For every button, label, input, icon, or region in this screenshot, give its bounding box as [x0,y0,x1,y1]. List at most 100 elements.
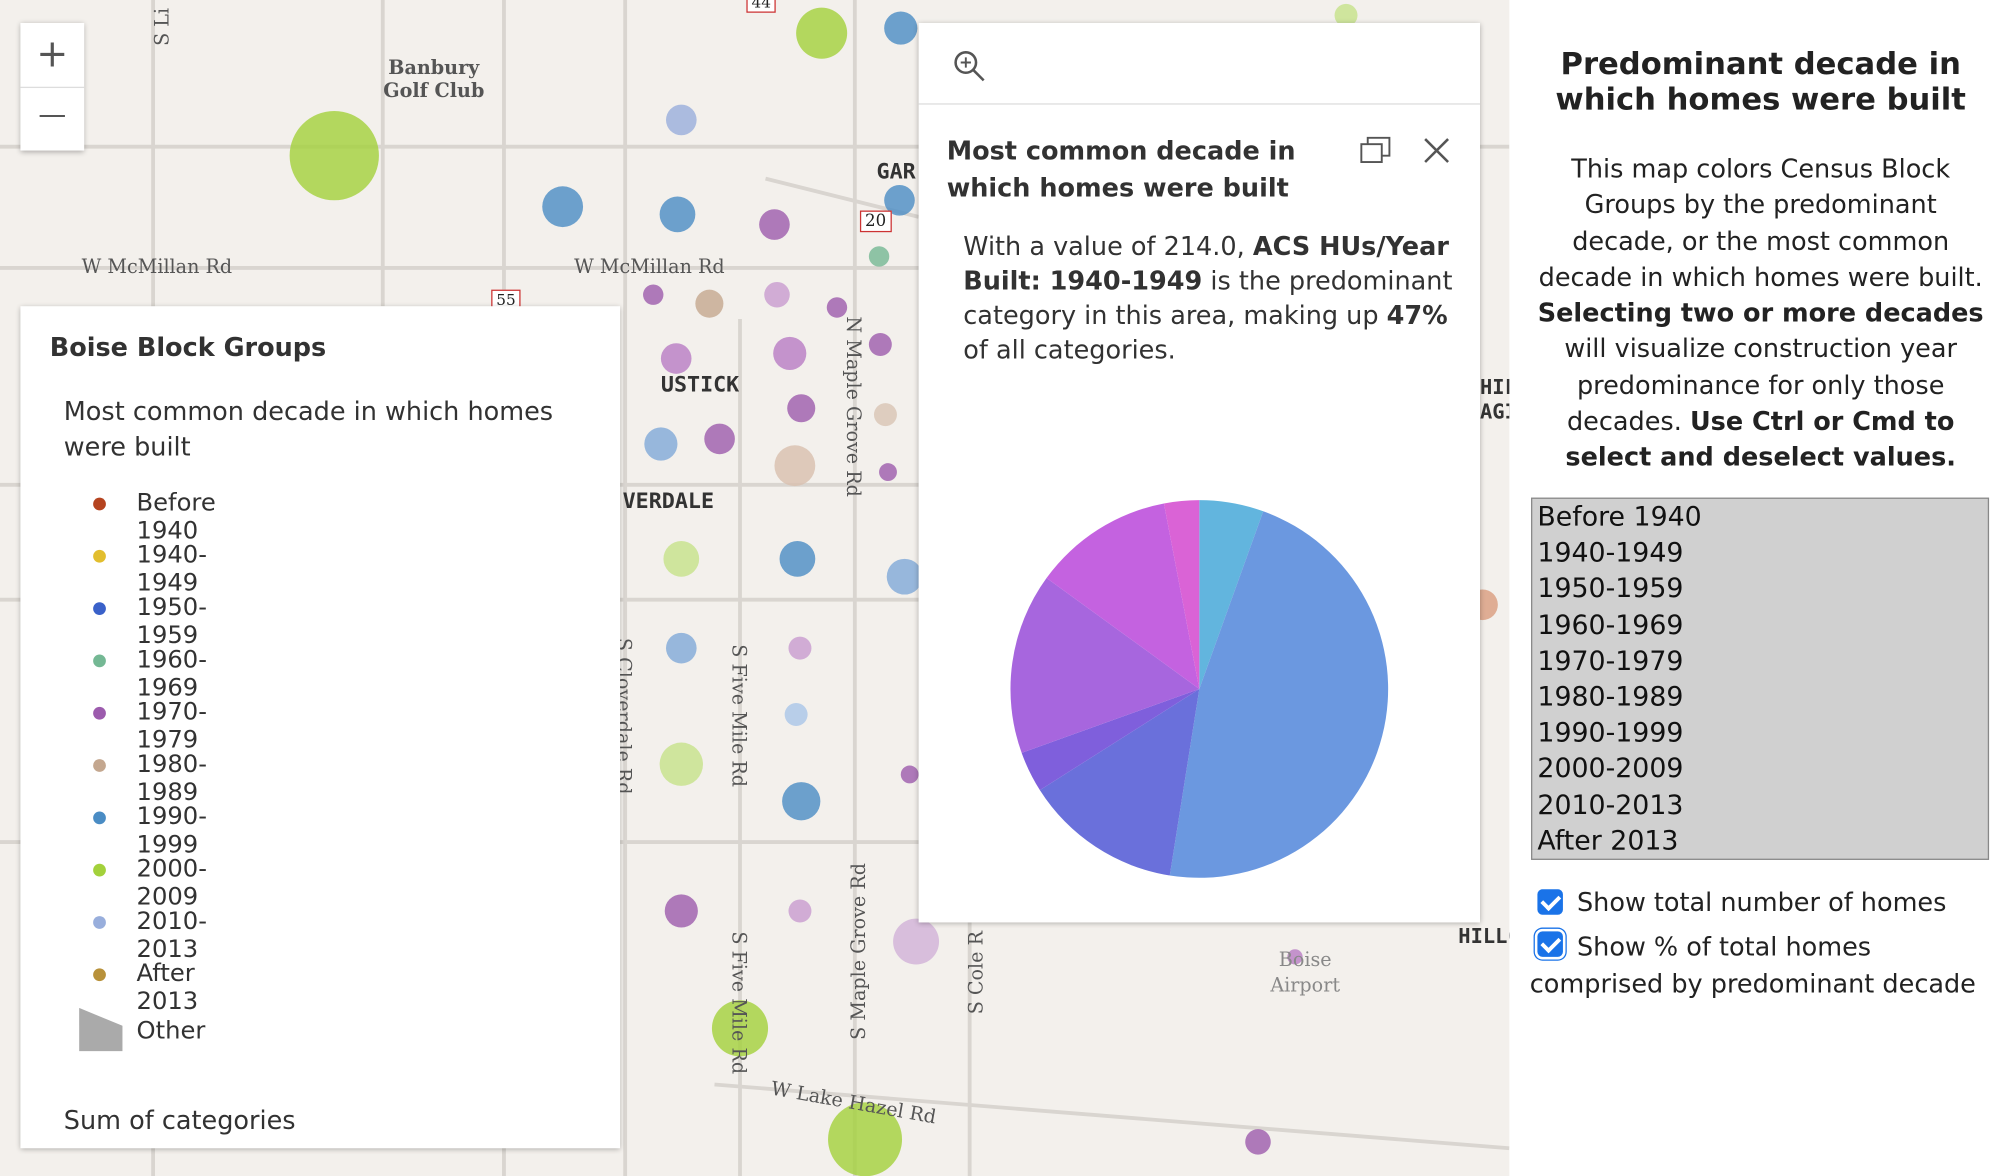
road-label: S Cole R [964,930,988,1015]
select-option[interactable]: 1970-1979 [1537,645,1684,676]
map-symbol [773,336,807,370]
popup-title: Most common decade in which homes were b… [946,135,1296,203]
map-symbol [660,343,692,374]
legend-swatch [93,706,106,720]
legend-label: 1970-1979 [136,697,207,755]
map-symbol [1287,949,1303,965]
dock-icon[interactable] [1358,133,1394,169]
map-symbol [663,540,700,577]
zoom-control: + — [20,22,85,151]
map-symbol [884,11,918,45]
legend: Boise Block Groups Most common decade in… [20,306,621,1149]
text-run: This map colors Census Block Groups by t… [1538,153,1983,293]
legend-swatch [93,863,106,877]
place-label: VERDALE [622,488,715,515]
pie-chart [1010,500,1389,878]
pie-slice [1039,688,1200,876]
zoom-out[interactable]: — [38,99,67,132]
legend-label: 1990-1999 [136,802,207,859]
legend-swatch [93,811,106,825]
map-symbol [1334,3,1358,27]
shield: 20 [859,210,892,233]
divider [918,103,1480,105]
map-symbol [659,742,703,786]
legend-label: 1980-1989 [136,750,207,807]
select-option[interactable]: 2000-2009 [1537,753,1684,784]
text-run: ACS HUs/Year Built: 1940-1949 [963,230,1449,296]
text-run: of all categories. [963,334,1176,365]
map-symbol [704,423,735,455]
text-run: 47% [1386,299,1448,331]
map-symbol [665,104,697,136]
checkbox-label[interactable]: Show total number of homes [1576,886,1947,918]
legend-label: 1950-1959 [136,593,207,650]
map-symbol [289,110,379,201]
map-symbol [711,1000,769,1057]
map-symbol [774,445,816,487]
legend-label: 2000-2009 [136,854,207,911]
side-panel: Predominant decade in which homes were b… [1509,0,1998,1176]
legend-label: 1940-1949 [136,540,207,598]
popup: Most common decade in which homes were b… [918,22,1480,923]
pie-slice [1021,688,1200,791]
map-symbol [787,394,816,423]
zoom-to-icon[interactable] [952,48,988,84]
legend-label: 2010-2013 [136,907,207,964]
decade-select[interactable]: Before 1940 1940-1949 1950-1959 1960-1969 19… [1531,497,1990,860]
map-symbol [659,196,696,233]
select-option[interactable]: 1950-1959 [1537,573,1684,604]
map-symbol [868,332,892,356]
checkbox-label[interactable]: Show % of total homes comprised by predo… [1529,931,1976,999]
legend-swatch [93,497,106,511]
legend-swatch [93,968,106,982]
text-run: will visualize construction year predomi… [1564,333,1958,437]
text-run: Use Ctrl or Cmd to select and deselect v… [1565,405,1956,473]
select-option[interactable]: 1960-1969 [1537,609,1684,640]
place-label: Banbury Golf Club [383,56,485,103]
map-symbol [796,7,848,59]
pie-slice [1163,500,1200,689]
checkbox[interactable] [1537,931,1563,957]
select-option[interactable]: Before 1940 [1537,501,1702,533]
text-run: is the predominant category in this area… [963,265,1453,331]
place-label: GAR [876,159,916,185]
map-symbol [873,403,897,427]
map-symbol [788,899,812,923]
checkbox[interactable] [1537,889,1563,915]
legend-swatch [93,654,106,668]
legend-swatch [93,759,106,772]
legend-sum: Sum of categories [63,1104,296,1136]
select-option[interactable]: 1940-1949 [1537,537,1684,568]
legend-subtitle: Most common decade in which homes were b… [63,395,554,462]
map-symbol [788,636,812,660]
pie-slice [1199,500,1264,689]
map-symbol [764,281,790,308]
map-symbol [900,765,919,784]
road-label: S Five Mile Rd [727,931,751,1075]
map-symbol [893,918,940,965]
legend-label: Before 1940 [136,488,216,545]
road-label: N Maple Grove Rd [842,316,866,497]
pie-slice [1169,511,1389,878]
legend-swatch [93,549,106,563]
shield: 44 [746,0,777,13]
close-icon[interactable] [1421,135,1452,166]
legend-label: Other [136,1016,206,1045]
select-option[interactable]: 1980-1989 [1537,681,1684,712]
select-option[interactable]: 1990-1999 [1537,717,1684,748]
map-symbol [1245,1129,1271,1155]
side-description: This map colors Census Block Groups by t… [1531,151,1990,476]
road-label: S Li [150,7,174,46]
select-option[interactable]: 2010-2013 [1537,789,1684,820]
select-option[interactable]: After 2013 [1537,825,1679,856]
zoom-in[interactable]: + [20,23,85,89]
map-symbol [643,284,664,305]
map-symbol [886,558,923,595]
map-symbol [784,702,808,726]
road-label: W McMillan Rd [81,255,233,279]
legend-label: 1960-1969 [136,645,207,702]
map-symbol [782,782,821,821]
map-symbol [826,297,848,318]
map-symbol [644,427,678,461]
